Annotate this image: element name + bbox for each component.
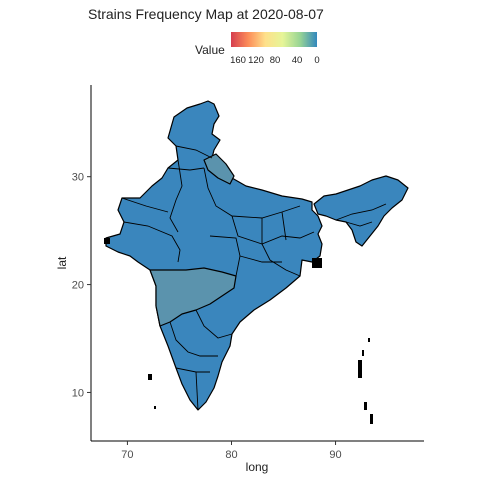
india-map [105, 100, 409, 411]
region-uttarakhand[interactable] [203, 153, 235, 185]
region-north-east[interactable] [313, 175, 409, 247]
legend-color-bar [231, 32, 317, 47]
legend-tick-label: 0 [314, 55, 320, 66]
map-title: Strains Frequency Map at 2020-08-07 [88, 6, 324, 22]
y-tick-label: 30 [72, 172, 84, 184]
y-tick-label: 10 [72, 387, 84, 399]
legend-title: Value [195, 43, 225, 57]
legend-tick-label: 160 [230, 55, 246, 66]
x-axis-title: long [246, 460, 269, 474]
y-axis-title: lat [55, 256, 69, 269]
x-tick-label: 70 [121, 449, 133, 461]
y-tick-label: 20 [72, 280, 84, 292]
color-legend: Value 160 120 80 40 0 [195, 32, 375, 68]
region-mainland[interactable] [105, 100, 323, 411]
x-tick-label: 90 [329, 449, 341, 461]
legend-tick-label: 120 [248, 55, 264, 66]
region-maharashtra[interactable] [149, 267, 237, 327]
islands [104, 238, 373, 424]
legend-tick-label: 40 [291, 55, 303, 66]
legend-tick-label: 80 [269, 55, 281, 66]
state-boundaries [121, 145, 387, 411]
x-tick-label: 80 [225, 449, 237, 461]
